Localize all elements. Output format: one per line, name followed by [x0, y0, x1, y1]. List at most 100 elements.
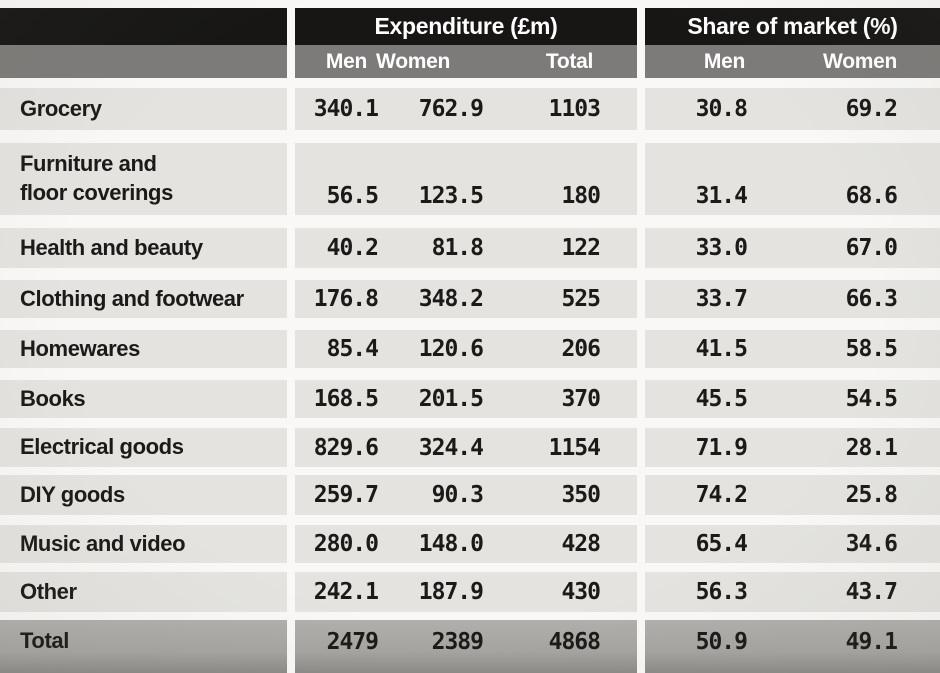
table-row: Grocery 340.1 762.9 1103 30.8 69.2: [0, 88, 940, 130]
col-header-expenditure-total: Total: [545, 49, 593, 73]
cell-expenditure-women: 123.5: [418, 183, 484, 209]
cell-expenditure-women: 348.2: [418, 286, 484, 312]
cell-expenditure-total: 206: [561, 336, 601, 362]
column-gap: [287, 525, 295, 563]
column-gap: [637, 475, 645, 515]
cell-expenditure-women: 324.4: [418, 434, 484, 461]
column-gap: [637, 45, 645, 78]
expenditure-values: 340.1 762.9 1103: [295, 88, 637, 130]
share-values: 31.4 68.6: [645, 143, 940, 215]
cell-share-men: 65.4: [695, 531, 748, 557]
cell-expenditure-total: 370: [561, 386, 601, 412]
cell-expenditure-men: 280.0: [313, 531, 379, 557]
table-body: Grocery 340.1 762.9 1103 30.8 69.2 Furni…: [0, 88, 940, 673]
column-gap: [287, 620, 295, 673]
cell-share-men: 71.9: [695, 434, 748, 461]
cell-share-women: 49.1: [845, 628, 898, 655]
cell-expenditure-men: 40.2: [326, 235, 379, 261]
cell-expenditure-men: 829.6: [313, 434, 379, 461]
cell-share-men: 41.5: [695, 336, 748, 362]
cell-expenditure-total: 525: [561, 286, 601, 312]
expenditure-values: 242.1 187.9 430: [295, 572, 637, 612]
row-label: Clothing and footwear: [0, 280, 287, 318]
cell-share-women: 68.6: [845, 183, 898, 209]
table-row: Total 2479 2389 4868 50.9 49.1: [0, 620, 940, 673]
col-header-expenditure-men: Men: [325, 49, 367, 73]
column-gap: [287, 143, 295, 215]
cell-expenditure-men: 259.7: [313, 482, 379, 508]
cell-expenditure-men: 2479: [326, 628, 379, 655]
column-gap: [637, 330, 645, 368]
column-gap: [287, 88, 295, 130]
cell-share-women: 54.5: [845, 386, 898, 412]
column-gap: [287, 45, 295, 78]
row-label: DIY goods: [0, 475, 287, 515]
cell-expenditure-women: 81.8: [431, 235, 484, 261]
share-values: 33.7 66.3: [645, 280, 940, 318]
share-values: 33.0 67.0: [645, 228, 940, 268]
cell-share-men: 31.4: [695, 183, 748, 209]
share-values: 56.3 43.7: [645, 572, 940, 612]
cell-expenditure-women: 187.9: [418, 579, 484, 605]
col-header-share-men: Men: [703, 49, 745, 73]
cell-share-women: 34.6: [845, 531, 898, 557]
cell-expenditure-total: 430: [561, 579, 601, 605]
cell-share-men: 50.9: [695, 628, 748, 655]
column-gap: [637, 228, 645, 268]
cell-expenditure-total: 180: [561, 183, 601, 209]
cell-share-men: 30.8: [695, 96, 748, 122]
cell-share-women: 69.2: [845, 96, 898, 122]
cell-expenditure-men: 242.1: [313, 579, 379, 605]
expenditure-values: 168.5 201.5 370: [295, 380, 637, 418]
expenditure-group-title: Expenditure (£m): [295, 8, 637, 45]
cell-expenditure-men: 56.5: [326, 183, 379, 209]
cell-expenditure-total: 1103: [548, 96, 601, 122]
cell-share-women: 66.3: [845, 286, 898, 312]
cell-expenditure-men: 168.5: [313, 386, 379, 412]
table-row: Homewares 85.4 120.6 206 41.5 58.5: [0, 330, 940, 368]
cell-share-men: 33.7: [695, 286, 748, 312]
cell-expenditure-women: 90.3: [431, 482, 484, 508]
expenditure-column-headers: Men Women Total: [295, 45, 637, 78]
cell-share-men: 33.0: [695, 235, 748, 261]
column-gap: [287, 8, 295, 45]
row-label: Grocery: [0, 88, 287, 130]
cell-expenditure-men: 176.8: [313, 286, 379, 312]
table-column-header-row: Men Women Total Men Women: [0, 45, 940, 78]
column-gap: [637, 143, 645, 215]
column-gap: [637, 525, 645, 563]
column-gap: [637, 380, 645, 418]
expenditure-values: 2479 2389 4868: [295, 620, 637, 673]
share-values: 71.9 28.1: [645, 428, 940, 467]
cell-expenditure-women: 201.5: [418, 386, 484, 412]
row-label: Other: [0, 572, 287, 612]
column-gap: [287, 380, 295, 418]
cell-expenditure-men: 340.1: [313, 96, 379, 122]
table-row: Other 242.1 187.9 430 56.3 43.7: [0, 572, 940, 612]
table-row: Clothing and footwear 176.8 348.2 525 33…: [0, 280, 940, 318]
cell-share-women: 25.8: [845, 482, 898, 508]
share-column-headers: Men Women: [645, 45, 940, 78]
row-label: Total: [0, 620, 287, 673]
cell-share-men: 56.3: [695, 579, 748, 605]
table-row: Electrical goods 829.6 324.4 1154 71.9 2…: [0, 428, 940, 467]
column-gap: [637, 620, 645, 673]
column-gap: [287, 475, 295, 515]
column-gap: [287, 280, 295, 318]
cell-share-women: 43.7: [845, 579, 898, 605]
column-gap: [287, 428, 295, 467]
table-row: DIY goods 259.7 90.3 350 74.2 25.8: [0, 475, 940, 515]
cell-expenditure-women: 148.0: [418, 531, 484, 557]
cell-expenditure-women: 120.6: [418, 336, 484, 362]
expenditure-values: 56.5 123.5 180: [295, 143, 637, 215]
share-values: 41.5 58.5: [645, 330, 940, 368]
table-row: Health and beauty 40.2 81.8 122 33.0 67.…: [0, 228, 940, 268]
table-row: Furniture and floor coverings 56.5 123.5…: [0, 143, 940, 215]
column-gap: [287, 572, 295, 612]
table-row: Books 168.5 201.5 370 45.5 54.5: [0, 380, 940, 418]
cell-expenditure-men: 85.4: [326, 336, 379, 362]
column-gap: [637, 428, 645, 467]
expenditure-values: 176.8 348.2 525: [295, 280, 637, 318]
cell-expenditure-women: 2389: [431, 628, 484, 655]
